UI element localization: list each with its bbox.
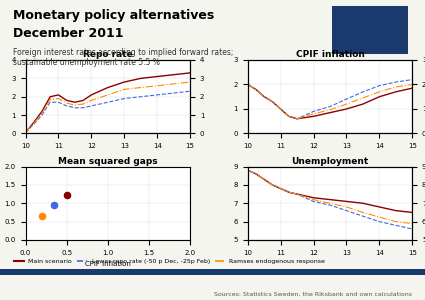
Text: Sources: Statistics Sweden, the Riksbank and own calculations: Sources: Statistics Sweden, the Riksbank… (214, 292, 412, 297)
Title: Unemployment: Unemployment (292, 157, 368, 166)
Text: Foreign interest rates according to implied forward rates;
sustainable unemploym: Foreign interest rates according to impl… (13, 48, 233, 68)
Point (51, 203, 58, 208)
Title: CPIF inflation: CPIF inflation (295, 50, 364, 59)
Point (39, 214, 45, 218)
Text: December 2011: December 2011 (13, 27, 123, 40)
Title: Repo rate: Repo rate (83, 50, 133, 59)
Point (63, 193, 70, 198)
Title: Mean squared gaps: Mean squared gaps (58, 157, 158, 166)
Text: Monetary policy alternatives: Monetary policy alternatives (13, 9, 214, 22)
Legend: Main scenario, Lower repo rate (-50 p Dec, -25p Feb), Ramses endogenous response: Main scenario, Lower repo rate (-50 p De… (11, 256, 328, 267)
X-axis label: CPIF inflation: CPIF inflation (85, 261, 131, 267)
